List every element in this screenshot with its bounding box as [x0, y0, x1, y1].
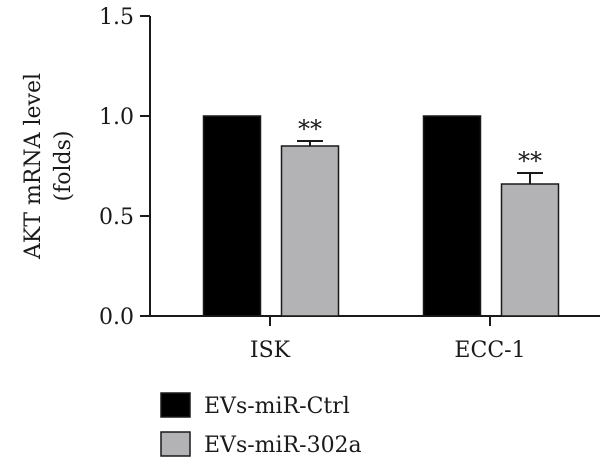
- y-tick-label: 0.0: [99, 305, 134, 330]
- bar: [500, 183, 560, 317]
- bars: ** **: [202, 115, 560, 317]
- y-tick-label: 1.5: [99, 5, 134, 30]
- y-axis-title: AKT mRNA level (folds): [21, 73, 76, 260]
- bar: [202, 115, 262, 317]
- y-axis-label-line: AKT mRNA level: [21, 73, 46, 260]
- significance-label: **: [298, 115, 322, 143]
- legend-label: EVs-miR-Ctrl: [204, 394, 350, 419]
- bar: [280, 145, 340, 317]
- legend-swatch: [160, 431, 191, 457]
- legend-swatch: [160, 392, 191, 418]
- y-tick-label: 0.5: [99, 205, 134, 230]
- y-tick-label: 1.0: [99, 105, 134, 130]
- x-tick-label: ISK: [250, 338, 291, 363]
- legend: EVs-miR-Ctrl EVs-miR-302a: [160, 392, 362, 458]
- y-axis-label-line: (folds): [51, 131, 76, 202]
- x-tick-label: ECC-1: [454, 338, 525, 363]
- x-tick-labels: ISK ECC-1: [250, 338, 526, 363]
- legend-label: EVs-miR-302a: [204, 433, 362, 458]
- y-axis-label: AKT mRNA level (folds): [21, 73, 76, 260]
- bar: [422, 115, 482, 317]
- significance-label: **: [518, 147, 542, 175]
